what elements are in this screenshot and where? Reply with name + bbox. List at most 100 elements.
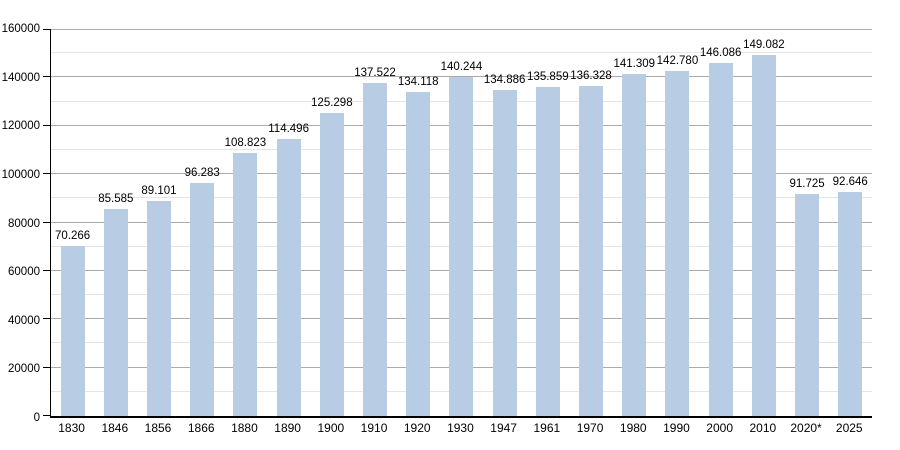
bar-group: 70.266: [51, 29, 94, 416]
y-axis-tick: [43, 221, 51, 223]
y-axis-tick: [43, 366, 51, 368]
bar-group: 146.086: [699, 29, 742, 416]
bar: [449, 76, 474, 416]
bar: [751, 55, 776, 416]
x-axis-label: 1910: [360, 421, 388, 435]
x-axis-label: 1961: [533, 421, 561, 435]
y-axis-tick-label: 120000: [1, 120, 40, 133]
bar-group: 114.496: [267, 29, 310, 416]
x-axis-label: 1846: [101, 421, 129, 435]
bars: 70.266 85.585 89.101 96.283 108.823 114.496 12…: [51, 29, 872, 416]
x-axis-label: 1947: [490, 421, 517, 435]
bar-value-label: 125.298: [311, 96, 353, 109]
y-axis-tick-label: 100000: [1, 168, 40, 181]
y-axis-tick-label: 80000: [8, 217, 40, 230]
bar: [276, 139, 301, 416]
bar-group: 134.118: [397, 29, 440, 416]
y-axis-tick: [43, 29, 51, 30]
bar-value-label: 136.328: [570, 70, 612, 83]
bar: [838, 191, 863, 416]
bar-group: 149.082: [742, 29, 785, 416]
bar-value-label: 70.266: [55, 230, 91, 243]
x-axis-label: 1920: [403, 421, 431, 435]
bar-group: 134.886: [483, 29, 526, 416]
bar: [492, 89, 517, 416]
bar: [147, 200, 171, 416]
bar-value-label: 135.859: [527, 71, 569, 84]
bar-value-label: 114.496: [268, 123, 309, 136]
x-axis-label: 2010: [749, 421, 777, 435]
bar-group: 141.309: [613, 29, 656, 416]
bar-group: 137.522: [353, 29, 396, 416]
y-axis-tick-label: 20000: [8, 363, 40, 376]
bar-value-label: 137.522: [354, 67, 396, 80]
bar-group: 140.244: [440, 29, 483, 416]
bar-value-label: 134.886: [483, 73, 526, 86]
x-axis-labels: 1830 1846 1856 1866 1880 1890 1900 1910 1920 1930…: [50, 421, 871, 435]
bar: [363, 83, 388, 416]
bar: [708, 62, 733, 416]
bar: [233, 152, 258, 416]
bar: [60, 246, 85, 416]
bar: [579, 86, 604, 416]
y-axis-tick-label: 140000: [1, 71, 40, 84]
y-axis-tick: [43, 269, 51, 271]
bar: [665, 70, 690, 416]
bar-group: 125.298: [310, 29, 353, 416]
bar-group: 96.283: [181, 29, 224, 416]
bar-group: 135.859: [526, 29, 569, 416]
bar-group: 91.725: [785, 29, 828, 416]
bar-value-label: 108.823: [224, 136, 267, 149]
y-axis-tick: [43, 318, 51, 320]
bar: [406, 91, 431, 416]
bar: [535, 87, 560, 416]
y-axis-tick-label: 60000: [8, 266, 40, 279]
x-axis-label: 2020*: [790, 421, 822, 435]
x-axis-label: 1890: [274, 421, 301, 435]
x-axis-label: 1970: [576, 421, 604, 435]
bar-value-label: 85.585: [98, 193, 134, 205]
x-axis-label: 2000: [706, 421, 733, 435]
bar-value-label: 96.283: [184, 167, 220, 180]
bar-value-label: 89.101: [141, 184, 177, 197]
major-gridline: [51, 29, 872, 30]
bar-group: 92.646: [829, 29, 872, 416]
x-axis-label: 2025: [835, 421, 863, 435]
y-axis-tick: [43, 415, 51, 416]
bar-value-label: 146.086: [699, 46, 742, 59]
x-axis-label: 1866: [187, 421, 215, 435]
y-axis-tick: [43, 124, 51, 126]
bar: [795, 194, 820, 416]
x-axis-label: 1880: [231, 421, 258, 435]
bar-value-label: 140.244: [440, 60, 483, 73]
y-axis-tick: [43, 173, 51, 175]
bar-group: 136.328: [569, 29, 612, 416]
bar-value-label: 91.725: [789, 178, 825, 191]
bar-group: 85.585: [94, 29, 137, 416]
bar-group: 142.780: [656, 29, 699, 416]
x-axis-label: 1930: [447, 421, 474, 435]
bar-value-label: 134.118: [397, 75, 439, 88]
y-axis-tick-label: 0: [33, 412, 40, 424]
minor-gridline: [51, 52, 872, 54]
x-axis-label: 1856: [144, 421, 172, 435]
x-axis-label: 1830: [58, 421, 85, 435]
y-axis-labels: 0 20000 40000 60000 80000 100000 120000 140000 1…: [0, 23, 42, 424]
bar-value-label: 142.780: [656, 54, 699, 67]
bar-group: 108.823: [224, 29, 267, 416]
bar: [190, 183, 215, 416]
y-axis-tick-label: 160000: [1, 23, 40, 35]
x-axis-label: 1900: [317, 421, 345, 435]
bar-value-label: 141.309: [613, 58, 656, 71]
y-axis-tick: [43, 76, 51, 78]
x-axis-label: 1980: [619, 421, 647, 435]
bar-value-label: 149.082: [743, 39, 785, 52]
x-axis-label: 1990: [663, 421, 690, 435]
bar: [103, 209, 128, 416]
y-axis-tick-label: 40000: [8, 314, 40, 327]
bar: [622, 74, 647, 416]
bar-group: 89.101: [137, 29, 180, 416]
bar: [319, 112, 344, 416]
plot-area: 70.266 85.585 89.101 96.283 108.823 114.496 12…: [43, 29, 872, 418]
